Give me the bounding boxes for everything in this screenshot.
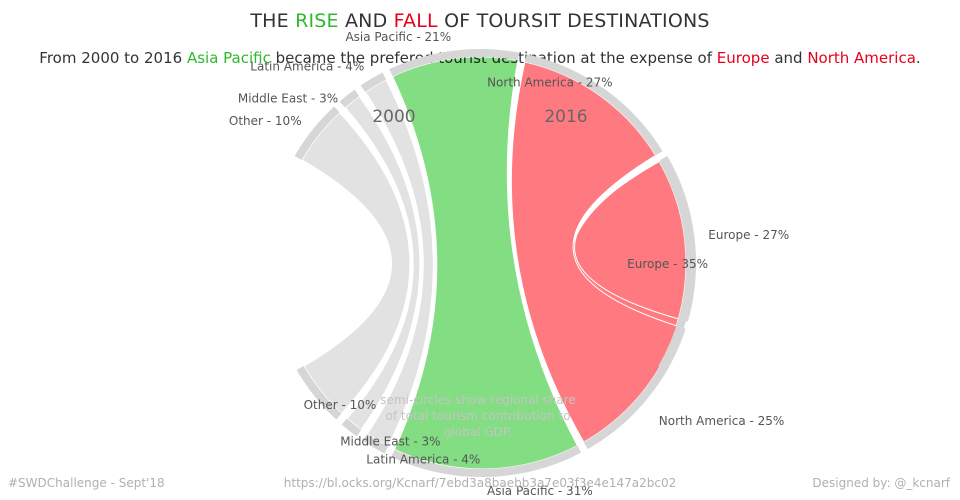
ribbon-other[interactable]: [300, 111, 411, 415]
subtitle-europe: Europe: [716, 49, 770, 67]
arc-2016-latin-america[interactable]: [362, 433, 389, 454]
subtitle-part-4: .: [915, 49, 921, 67]
arc-2000-asia-pacific[interactable]: [389, 49, 520, 77]
label-2016-middle-east: Middle East - 3%: [340, 435, 440, 449]
title-part-2: AND: [338, 10, 394, 32]
annotation-line: semi-circles show regional share: [380, 393, 576, 407]
title-part-3: OF TOURSIT DESTINATIONS: [437, 10, 710, 32]
title-fall: FALL: [393, 10, 438, 32]
label-2016-north-america: North America - 25%: [659, 414, 785, 428]
arc-2016-middle-east[interactable]: [341, 418, 362, 437]
label-2016-asia-pacific: Asia Pacific - 31%: [487, 484, 593, 498]
arc-2016-asia-pacific[interactable]: [391, 445, 582, 477]
title-part-1: THE: [250, 10, 296, 32]
label-2016-latin-america: Latin America - 4%: [366, 453, 480, 467]
label-2000-europe: Europe - 35%: [627, 257, 708, 271]
label-2016-europe: Europe - 27%: [708, 228, 789, 242]
annotation-line: global GDP.: [444, 425, 512, 439]
arc-2016-other[interactable]: [296, 365, 342, 420]
arc-2000-latin-america[interactable]: [360, 72, 387, 93]
region-labels: Asia Pacific - 21% Latin America - 4% Nort…: [229, 30, 789, 498]
year-label-2000: 2000: [372, 107, 415, 127]
label-2000-north-america: North America - 27%: [487, 76, 613, 90]
label-2000-middle-east: Middle East - 3%: [238, 92, 338, 106]
chart-title: THE RISE AND FALL OF TOURSIT DESTINATION…: [0, 10, 960, 32]
label-2016-other: Other - 10%: [304, 398, 377, 412]
annotation: semi-circles show regional share of total…: [380, 393, 576, 439]
ribbon-middle-east[interactable]: [343, 95, 421, 431]
region-arcs: [294, 49, 697, 477]
arc-2016-north-america[interactable]: [583, 326, 686, 450]
label-2000-latin-america: Latin America - 4%: [250, 60, 364, 74]
title-rise: RISE: [295, 10, 339, 32]
ribbon-asia-pacific[interactable]: [391, 56, 579, 470]
subtitle-part-1: From 2000 to 2016: [39, 49, 187, 67]
subtitle-part-3: and: [769, 49, 808, 67]
annotation-line: of total tourism contribution to: [386, 409, 571, 423]
subtitle-asia-pacific: Asia Pacific: [186, 49, 271, 67]
footer-challenge-tag: #SWDChallenge - Sept'18: [8, 476, 165, 490]
year-label-2016: 2016: [544, 107, 587, 127]
footer-source-link[interactable]: https://bl.ocks.org/Kcnarf/7ebd3a8baebb3…: [283, 476, 677, 490]
subtitle-north-america: North America: [807, 49, 916, 67]
ribbon-north-america[interactable]: [510, 61, 679, 443]
footer-designer-credit: Designed by: @_kcnarf: [812, 476, 950, 490]
label-2000-asia-pacific: Asia Pacific - 21%: [345, 30, 451, 44]
arc-2000-north-america[interactable]: [524, 54, 663, 156]
arc-2016-europe[interactable]: [660, 156, 697, 322]
arc-2000-middle-east[interactable]: [339, 89, 360, 108]
ribbons: [300, 56, 689, 470]
arc-2000-other[interactable]: [294, 106, 340, 161]
label-2000-other: Other - 10%: [229, 114, 302, 128]
ribbon-latin-america[interactable]: [364, 78, 435, 448]
